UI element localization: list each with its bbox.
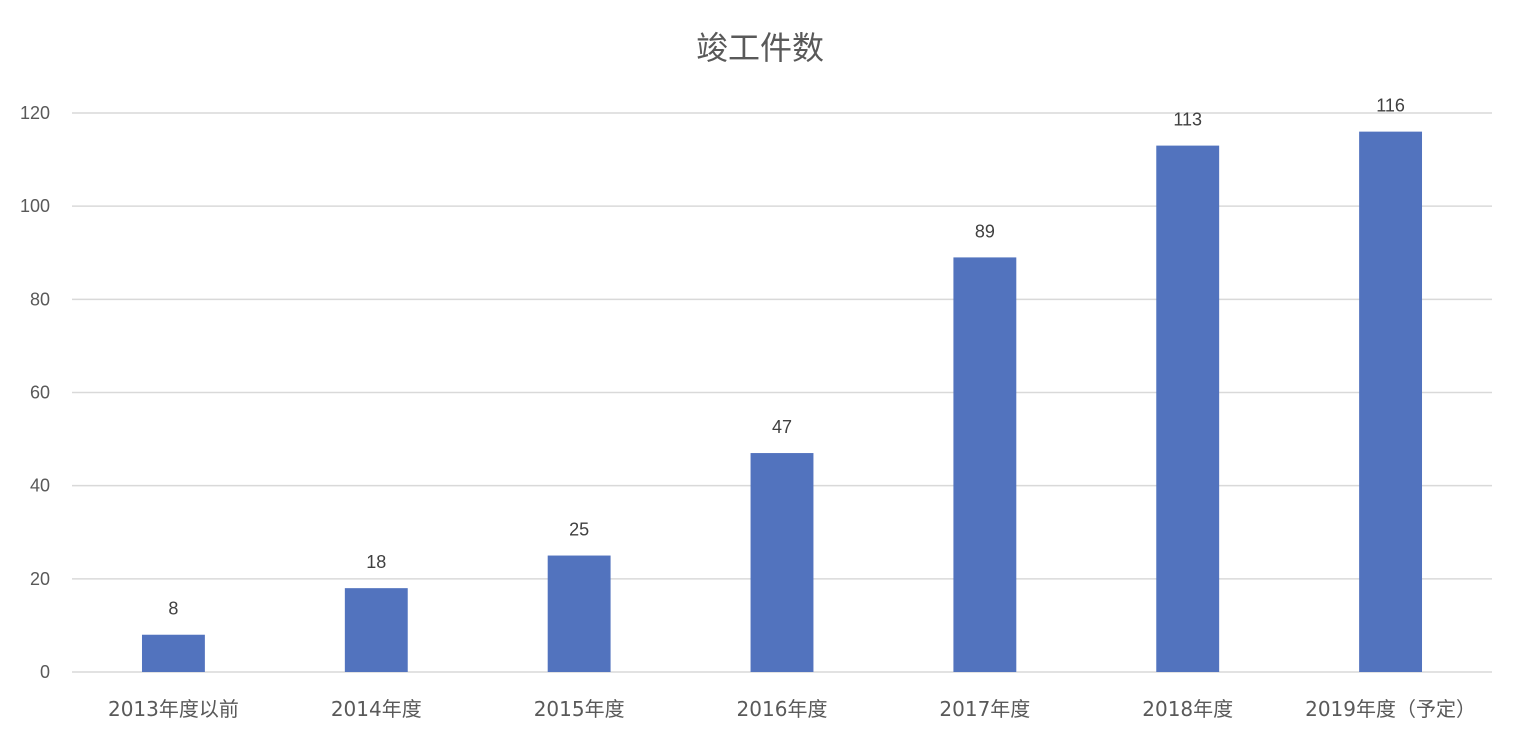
bar [1359, 131, 1423, 673]
y-tick-label: 80 [30, 289, 50, 309]
x-tick-label: 2016年度 [737, 697, 828, 721]
bar [1156, 145, 1220, 672]
x-tick-label: 2019年度（予定） [1305, 697, 1476, 721]
bar [953, 257, 1017, 672]
data-label: 116 [1376, 96, 1405, 116]
data-label: 18 [366, 552, 386, 572]
y-tick-label: 120 [20, 103, 50, 123]
bar [547, 555, 611, 672]
chart-title: 竣工件数 [696, 29, 824, 67]
x-tick-label: 2014年度 [331, 697, 422, 721]
data-labels: 8 18 25 47 89 113 116 [168, 96, 1405, 619]
x-tick-label: 2013年度以前 [108, 697, 239, 721]
data-label: 113 [1173, 110, 1202, 130]
bar [344, 588, 408, 672]
data-label: 25 [569, 520, 589, 540]
x-axis-ticks: 2013年度以前 2014年度 2015年度 2016年度 2017年度 2018年度 20… [108, 697, 1476, 721]
bar [141, 634, 205, 672]
y-tick-label: 60 [30, 383, 50, 403]
data-label: 89 [975, 221, 995, 241]
x-tick-label: 2018年度 [1142, 697, 1233, 721]
data-label: 8 [168, 599, 178, 619]
y-tick-label: 100 [20, 196, 50, 216]
y-tick-label: 20 [30, 569, 50, 589]
y-axis-ticks: 0 20 40 60 80 100 120 [20, 103, 50, 682]
data-label: 47 [772, 417, 792, 437]
y-tick-label: 40 [30, 476, 50, 496]
x-tick-label: 2015年度 [534, 697, 625, 721]
y-tick-label: 0 [40, 662, 50, 682]
x-tick-label: 2017年度 [939, 697, 1030, 721]
bar [750, 453, 814, 672]
bars [141, 131, 1423, 673]
